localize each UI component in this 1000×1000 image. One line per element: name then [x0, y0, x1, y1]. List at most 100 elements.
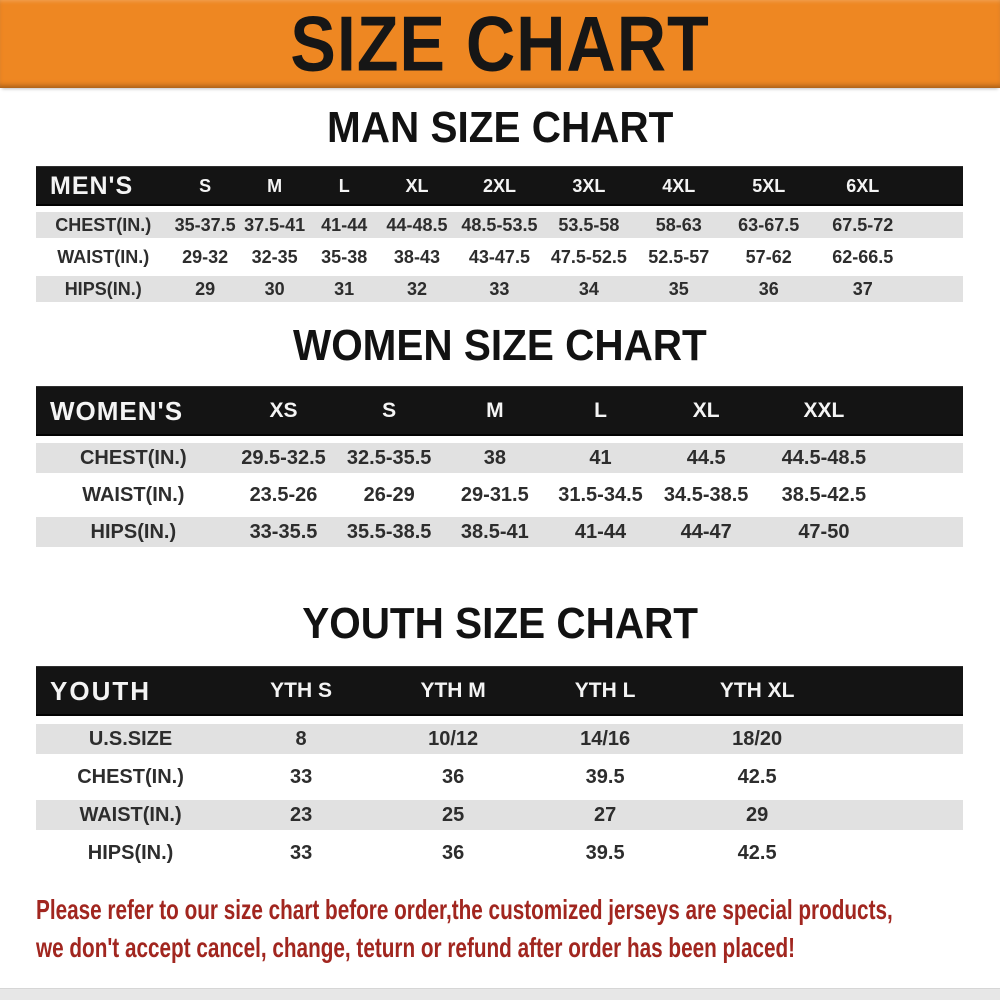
- measurement-cell: 32: [378, 276, 455, 302]
- row-label: HIPS(IN.): [36, 517, 231, 547]
- measurement-cell: 29-31.5: [442, 480, 548, 510]
- measurement-cell: 44.5-48.5: [759, 443, 889, 473]
- measurement-cell: 42.5: [681, 838, 834, 868]
- measurement-cell: 35: [633, 276, 724, 302]
- size-column-header: 3XL: [543, 166, 634, 206]
- spacer-cell: [833, 800, 963, 830]
- men-size-table: MEN'S S M L XL 2XL 3XL 4XL 5XL 6XL CHEST…: [36, 160, 963, 308]
- women-section-title-text: WOMEN SIZE CHART: [293, 321, 707, 370]
- measurement-cell: 33: [225, 838, 378, 868]
- measurement-cell: 31: [309, 276, 379, 302]
- youth-ussize-row: U.S.SIZE 8 10/12 14/16 18/20: [36, 724, 963, 754]
- youth-size-table: YOUTH YTH S YTH M YTH L YTH XL U.S.SIZE …: [36, 658, 963, 876]
- youth-table-header-row: YOUTH YTH S YTH M YTH L YTH XL: [36, 666, 963, 716]
- size-column-header: M: [239, 166, 310, 206]
- youth-table-label: YOUTH: [36, 666, 226, 716]
- measurement-cell: 14/16: [529, 724, 682, 754]
- spacer-cell: [888, 517, 963, 547]
- women-section-title: WOMEN SIZE CHART: [0, 322, 1000, 370]
- row-label: CHEST(IN.): [36, 762, 226, 792]
- women-chest-row: CHEST(IN.) 29.5-32.5 32.5-35.5 38 41 44.…: [36, 443, 963, 473]
- banner: SIZE CHART: [0, 0, 1000, 88]
- size-column-header: 6XL: [813, 166, 912, 206]
- measurement-cell: 8: [225, 724, 378, 754]
- footer-note: Please refer to our size chart before or…: [36, 891, 1000, 967]
- youth-hips-row: HIPS(IN.) 33 36 39.5 42.5: [36, 838, 963, 868]
- women-table-header-row: WOMEN'S XS S M L XL XXL: [36, 386, 963, 436]
- measurement-cell: 32-35: [239, 244, 310, 270]
- spacer-cell: [911, 212, 963, 238]
- spacer-cell: [888, 443, 963, 473]
- men-table-header-row: MEN'S S M L XL 2XL 3XL 4XL 5XL 6XL: [36, 166, 963, 206]
- women-size-table: WOMEN'S XS S M L XL XXL CHEST(IN.) 29.5-…: [36, 379, 963, 554]
- measurement-cell: 58-63: [633, 212, 724, 238]
- measurement-cell: 39.5: [529, 762, 682, 792]
- spacer-cell: [911, 244, 963, 270]
- measurement-cell: 62-66.5: [813, 244, 912, 270]
- spacer-cell: [911, 166, 963, 206]
- size-column-header: 2XL: [454, 166, 544, 206]
- measurement-cell: 47.5-52.5: [543, 244, 634, 270]
- row-label: WAIST(IN.): [36, 244, 171, 270]
- measurement-cell: 36: [723, 276, 814, 302]
- size-column-header: XL: [378, 166, 455, 206]
- size-column-header: YTH L: [529, 666, 682, 716]
- measurement-cell: 38: [442, 443, 548, 473]
- measurement-cell: 44.5: [653, 443, 760, 473]
- footer-note-line-2: we don't accept cancel, change, teturn o…: [36, 932, 796, 963]
- footer-note-line-1: Please refer to our size chart before or…: [36, 894, 893, 925]
- measurement-cell: 10/12: [377, 724, 530, 754]
- spacer-cell: [888, 480, 963, 510]
- size-column-header: S: [170, 166, 240, 206]
- measurement-cell: 36: [377, 762, 530, 792]
- measurement-cell: 23: [225, 800, 378, 830]
- size-column-header: YTH M: [377, 666, 530, 716]
- measurement-cell: 37.5-41: [239, 212, 310, 238]
- youth-section-title-text: YOUTH SIZE CHART: [302, 599, 698, 648]
- measurement-cell: 53.5-58: [543, 212, 634, 238]
- men-hips-row: HIPS(IN.) 29 30 31 32 33 34 35 36 37: [36, 276, 963, 302]
- spacer-cell: [833, 724, 963, 754]
- size-column-header: M: [442, 386, 548, 436]
- measurement-cell: 30: [239, 276, 310, 302]
- measurement-cell: 47-50: [759, 517, 889, 547]
- measurement-cell: 38.5-41: [442, 517, 548, 547]
- row-label: CHEST(IN.): [36, 212, 171, 238]
- size-column-header: L: [309, 166, 379, 206]
- women-hips-row: HIPS(IN.) 33-35.5 35.5-38.5 38.5-41 41-4…: [36, 517, 963, 547]
- measurement-cell: 38-43: [378, 244, 455, 270]
- row-label: HIPS(IN.): [36, 276, 171, 302]
- size-column-header: YTH S: [225, 666, 378, 716]
- measurement-cell: 44-48.5: [378, 212, 455, 238]
- measurement-cell: 41-44: [309, 212, 379, 238]
- women-table-label: WOMEN'S: [36, 386, 231, 436]
- measurement-cell: 18/20: [681, 724, 834, 754]
- row-label: U.S.SIZE: [36, 724, 226, 754]
- measurement-cell: 42.5: [681, 762, 834, 792]
- row-label: WAIST(IN.): [36, 480, 231, 510]
- measurement-cell: 35-38: [309, 244, 379, 270]
- measurement-cell: 35.5-38.5: [336, 517, 442, 547]
- measurement-cell: 29.5-32.5: [230, 443, 337, 473]
- measurement-cell: 29-32: [170, 244, 240, 270]
- measurement-cell: 38.5-42.5: [759, 480, 889, 510]
- measurement-cell: 67.5-72: [813, 212, 912, 238]
- measurement-cell: 29: [681, 800, 834, 830]
- row-label: CHEST(IN.): [36, 443, 231, 473]
- measurement-cell: 35-37.5: [170, 212, 240, 238]
- measurement-cell: 31.5-34.5: [547, 480, 654, 510]
- measurement-cell: 26-29: [336, 480, 442, 510]
- measurement-cell: 48.5-53.5: [454, 212, 544, 238]
- measurement-cell: 52.5-57: [633, 244, 724, 270]
- men-table-label: MEN'S: [36, 166, 171, 206]
- size-column-header: XL: [653, 386, 760, 436]
- measurement-cell: 32.5-35.5: [336, 443, 442, 473]
- measurement-cell: 27: [529, 800, 682, 830]
- measurement-cell: 41: [547, 443, 654, 473]
- men-section-title-text: MAN SIZE CHART: [326, 103, 674, 152]
- measurement-cell: 33: [225, 762, 378, 792]
- measurement-cell: 43-47.5: [454, 244, 544, 270]
- youth-chest-row: CHEST(IN.) 33 36 39.5 42.5: [36, 762, 963, 792]
- spacer-cell: [911, 276, 963, 302]
- measurement-cell: 29: [170, 276, 240, 302]
